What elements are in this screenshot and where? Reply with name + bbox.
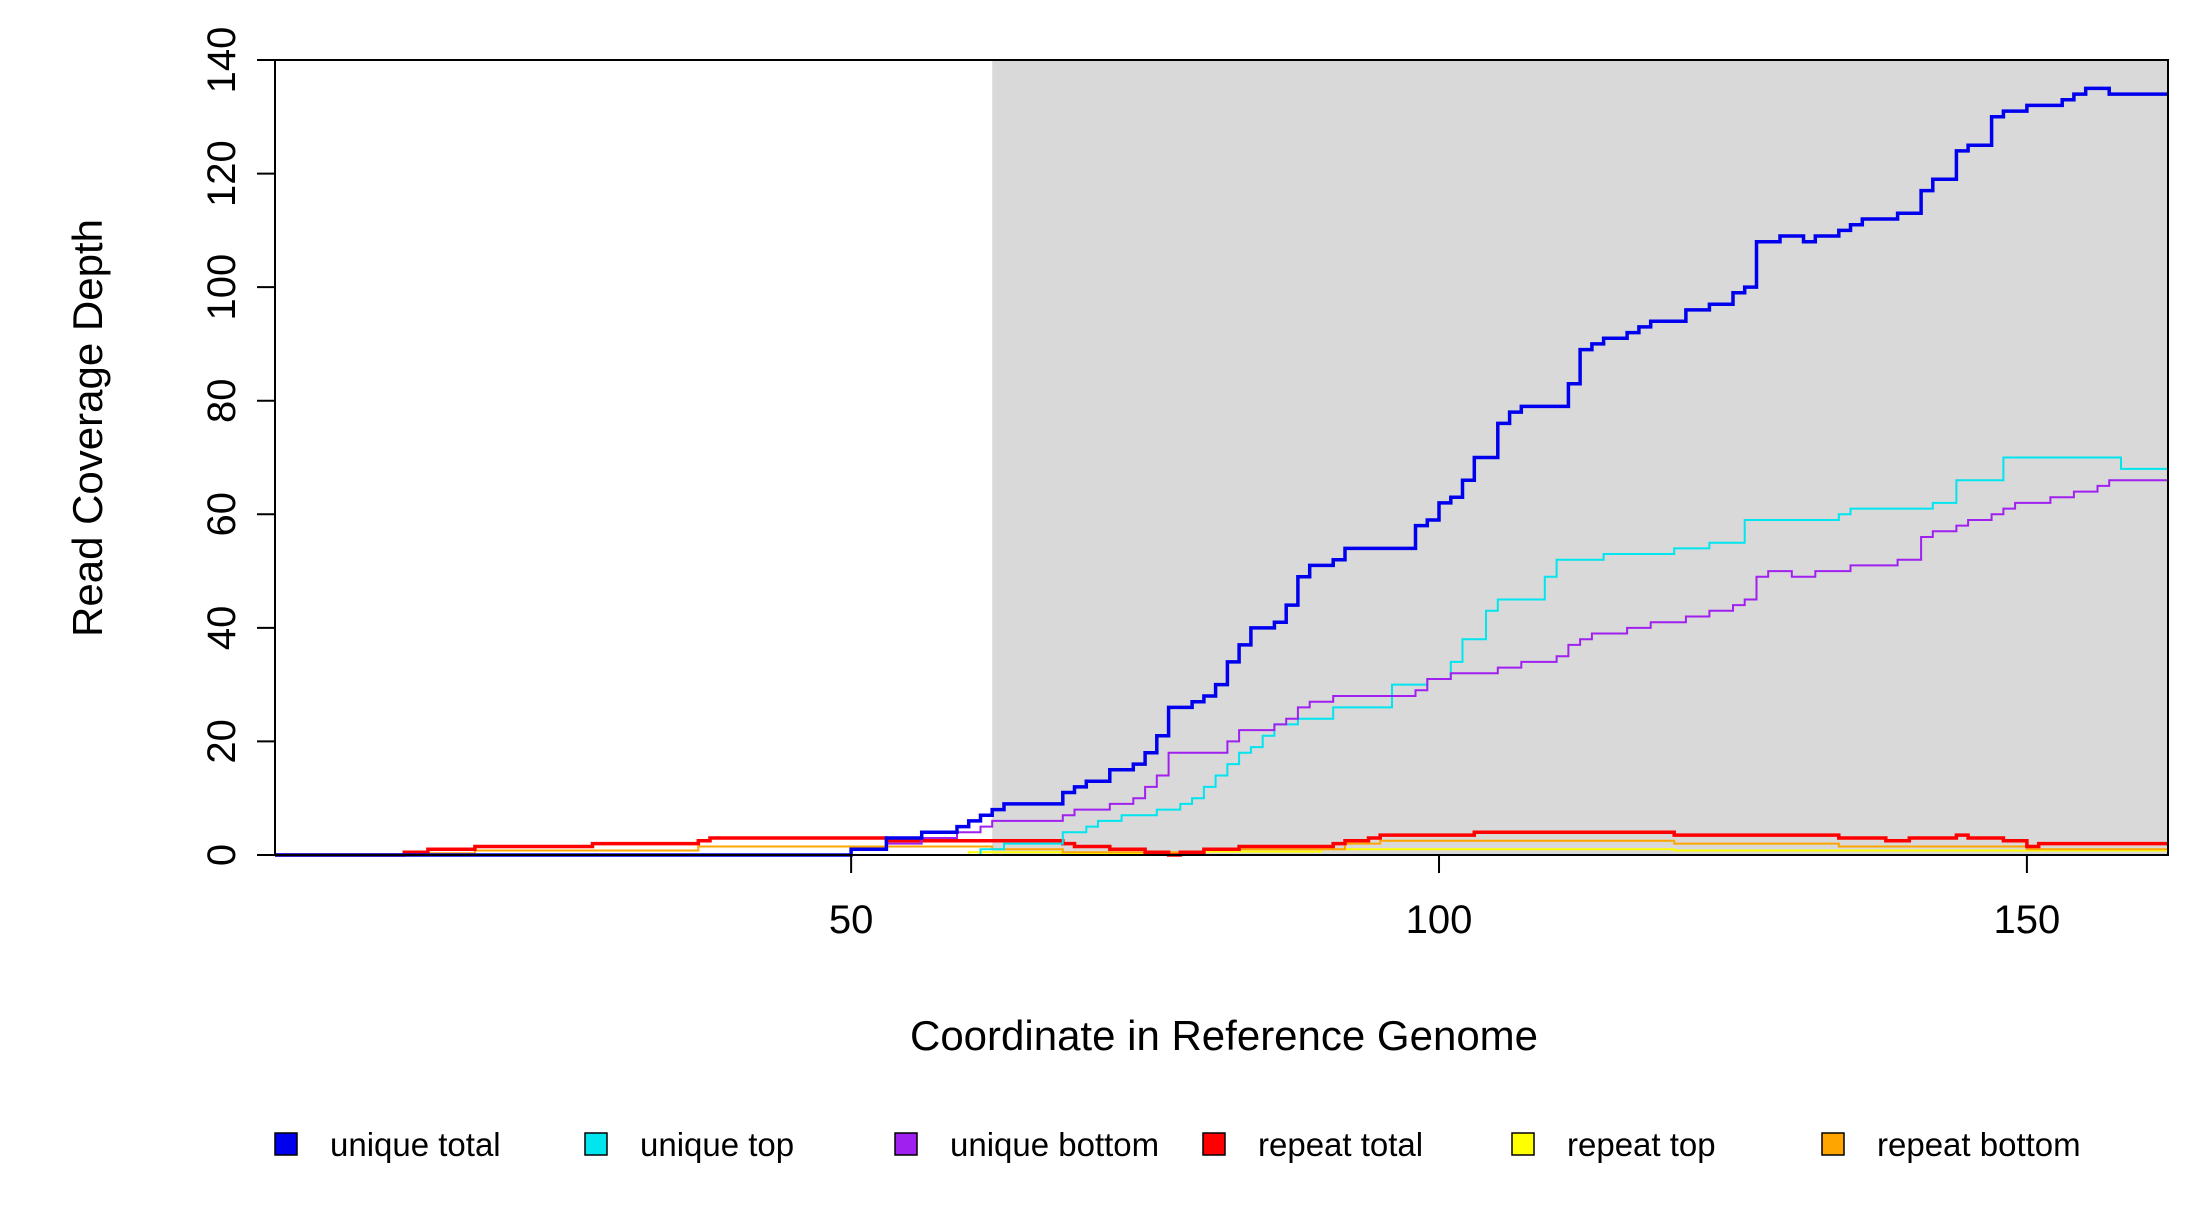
legend-swatch (894, 1132, 918, 1156)
legend-swatch (274, 1132, 298, 1156)
x-tick-label: 50 (829, 898, 874, 942)
plot-shaded-region (992, 60, 2168, 855)
legend-swatch (1821, 1132, 1845, 1156)
series-line-unique-total (275, 86, 2168, 857)
y-tick-label: 100 (200, 254, 244, 321)
legend-label: repeat bottom (1877, 1126, 2081, 1163)
series-line-unique-bottom (275, 479, 2168, 856)
legend-label: unique bottom (950, 1126, 1159, 1163)
legend-item-repeat-bottom: repeat bottom (1821, 1126, 2081, 1163)
y-tick-label: 80 (200, 378, 244, 423)
legend-item-unique-bottom: unique bottom (894, 1126, 1159, 1163)
y-tick-label: 0 (200, 844, 244, 866)
legend-item-unique-total: unique total (274, 1126, 501, 1163)
legend-item-repeat-total: repeat total (1202, 1126, 1423, 1163)
legend-label: repeat total (1258, 1126, 1423, 1163)
legend-label: unique total (330, 1126, 501, 1163)
legend-item-unique-top: unique top (584, 1126, 794, 1163)
legend-swatch (1511, 1132, 1535, 1156)
plot-frame (274, 59, 2169, 856)
series-line-unique-top (275, 456, 2168, 856)
legend-label: repeat top (1567, 1126, 1716, 1163)
y-tick-label: 120 (200, 140, 244, 207)
y-axis-title: Read Coverage Depth (64, 219, 111, 637)
y-tick-label: 40 (200, 606, 244, 651)
x-tick-label: 100 (1406, 898, 1473, 942)
series-layer (275, 86, 2168, 857)
legend-label: unique top (640, 1126, 794, 1163)
x-axis-title: Coordinate in Reference Genome (910, 1012, 1538, 1059)
y-tick-label: 140 (200, 27, 244, 94)
y-tick-label: 60 (200, 492, 244, 537)
legend-swatch (1202, 1132, 1226, 1156)
axis-layer: 50 100 150 0 20 40 60 80 100 120 140 (200, 27, 2060, 942)
x-tick-label: 150 (1994, 898, 2061, 942)
series-line-repeat-total (275, 830, 2168, 857)
legend-item-repeat-top: repeat top (1511, 1126, 1716, 1163)
legend-swatch (584, 1132, 608, 1156)
y-tick-label: 20 (200, 719, 244, 764)
legend: unique total unique top unique bottom repea… (274, 1126, 2081, 1163)
